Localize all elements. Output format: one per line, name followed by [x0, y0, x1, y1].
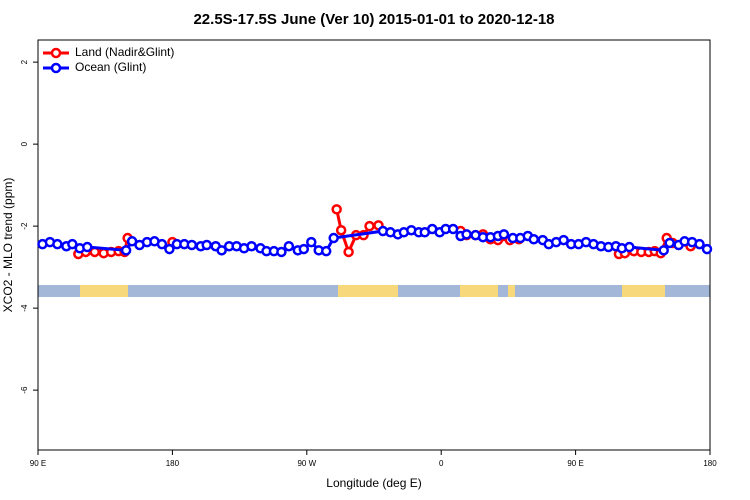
point [186, 239, 198, 251]
y-tick-label: -6 [20, 386, 29, 394]
y-axis-label: XCO2 - MLO trend (ppm) [1, 178, 15, 313]
point [52, 238, 63, 250]
point [82, 241, 93, 253]
legend-marker [50, 62, 62, 74]
x-axis-label: Longitude (deg E) [326, 476, 421, 490]
x-tick-label: 180 [166, 459, 180, 468]
point [624, 241, 635, 253]
land-ocean-strip [38, 285, 710, 297]
point [67, 238, 78, 250]
point [528, 234, 540, 245]
point [298, 243, 310, 255]
y-tick-label: 2 [20, 59, 29, 64]
x-tick-label: 90 E [567, 459, 583, 468]
point [276, 246, 287, 258]
point [447, 223, 459, 235]
point [364, 220, 375, 232]
point [331, 204, 342, 215]
point [498, 229, 510, 240]
x-tick-label: 90 W [297, 459, 316, 468]
x-tick-label: 0 [439, 459, 444, 468]
point [216, 245, 227, 256]
point [694, 238, 705, 250]
point [658, 245, 669, 256]
point [335, 224, 347, 236]
point [156, 238, 168, 250]
point [343, 246, 354, 258]
legend-marker [50, 47, 62, 59]
point [461, 229, 472, 240]
point [164, 243, 175, 255]
legend-label: Land (Nadir&Glint) [75, 45, 174, 59]
point [120, 245, 132, 256]
x-tick-label: 180 [703, 459, 717, 468]
point [320, 245, 332, 257]
y-tick-label: -4 [20, 304, 29, 312]
point [283, 240, 295, 252]
point [558, 234, 569, 246]
chart-title: 22.5S-17.5S June (Ver 10) 2015-01-01 to … [193, 11, 554, 28]
legend-label: Ocean (Glint) [75, 60, 146, 74]
point [328, 232, 339, 244]
y-tick-label: 0 [20, 141, 29, 146]
point [201, 239, 212, 251]
point [246, 240, 257, 252]
point [701, 243, 713, 255]
y-tick-label: -2 [20, 222, 29, 230]
point [664, 237, 675, 249]
x-tick-label: 90 E [30, 459, 46, 468]
point [306, 236, 317, 248]
